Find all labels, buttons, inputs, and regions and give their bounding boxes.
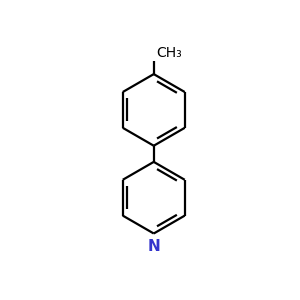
Text: N: N: [147, 239, 160, 254]
Text: CH₃: CH₃: [156, 46, 182, 60]
